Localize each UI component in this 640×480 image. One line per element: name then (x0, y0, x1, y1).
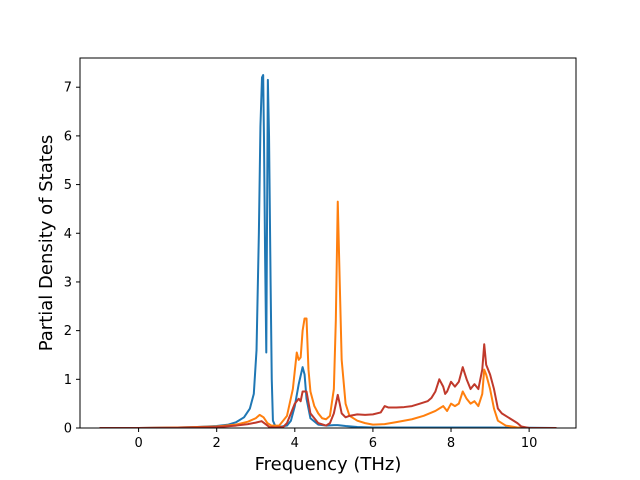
series-line-2 (99, 200, 557, 428)
y-tick-label: 0 (64, 422, 72, 437)
y-tick-label: 5 (64, 178, 72, 193)
y-tick-label: 3 (64, 275, 72, 290)
x-tick-label: 2 (213, 436, 221, 451)
x-tick-label: 10 (521, 436, 538, 451)
y-axis-ticks: 0 1 2 3 4 5 6 7 (64, 81, 80, 437)
x-tick-label: 8 (447, 436, 455, 451)
x-axis-label: Frequency (THz) (255, 454, 402, 475)
series-line-1 (99, 74, 557, 428)
plot-area (79, 57, 577, 429)
y-tick-label: 2 (64, 324, 72, 339)
y-tick-label: 1 (64, 373, 72, 388)
y-axis-label: Partial Density of States (36, 135, 57, 352)
x-tick-label: 6 (369, 436, 377, 451)
series-line-3 (99, 343, 557, 428)
y-tick-label: 4 (64, 227, 72, 242)
y-tick-label: 7 (64, 81, 72, 96)
plot-frame (79, 57, 577, 429)
series-layer (99, 74, 557, 428)
x-axis-ticks: 0 2 4 6 8 10 (134, 428, 537, 451)
x-tick-label: 4 (291, 436, 299, 451)
x-tick-label: 0 (134, 436, 142, 451)
y-tick-label: 6 (64, 129, 72, 144)
